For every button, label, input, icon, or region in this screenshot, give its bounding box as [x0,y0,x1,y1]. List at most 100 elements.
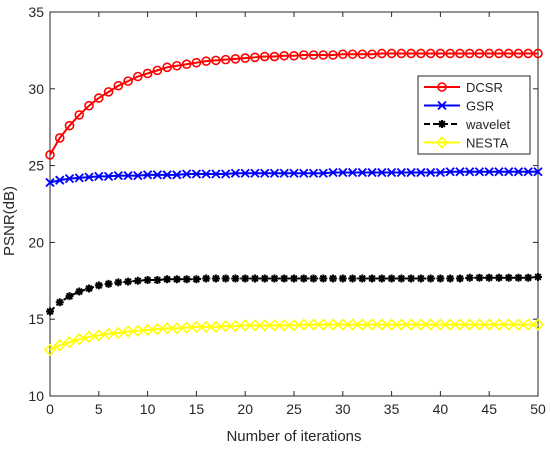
data-point-gsr [289,168,299,178]
data-point-dcsr [513,48,524,59]
data-point-gsr-shape [396,167,406,178]
data-point-wavelet [250,274,259,283]
data-point-wavelet-shape [94,281,103,290]
data-point-nesta [424,318,437,331]
legend-label-dcsr: DCSR [466,80,503,95]
data-point-dcsr-shape [367,49,377,60]
data-point-nesta-shape [297,318,310,331]
data-point-dcsr-shape [494,48,504,59]
data-point-gsr-shape [377,167,387,178]
data-point-gsr-shape [269,168,280,178]
data-point-wavelet [202,274,211,283]
data-point-nesta [326,318,340,331]
y-tick-label: 30 [28,81,44,97]
data-point-wavelet [241,274,250,283]
data-point-dcsr-shape [103,87,114,97]
data-point-gsr-shape [494,167,504,177]
data-point-nesta [463,318,476,331]
data-point-nesta [229,319,242,333]
data-point-dcsr [494,48,504,59]
data-point-nesta [444,318,457,331]
data-point-dcsr-shape [250,52,260,63]
data-point-nesta-shape [258,319,271,332]
data-point-dcsr [94,93,104,103]
data-point-nesta [190,320,203,334]
legend-marker-dcsr [437,82,447,92]
data-point-gsr-shape [152,170,162,180]
data-point-gsr-shape [504,167,514,177]
data-point-dcsr [220,54,231,65]
data-point-wavelet [465,273,474,282]
data-point-wavelet-shape [319,274,328,283]
data-point-dcsr-shape [240,53,250,63]
data-point-nesta [53,339,66,352]
data-point-gsr-shape [347,167,358,178]
data-point-nesta-shape [102,327,115,340]
plot-area: 0 5 10 15 20 25 30 35 40 45 50 10 15 20 25 30 35 [28,4,546,417]
data-point-gsr [45,177,55,188]
data-point-nesta-shape [473,318,486,331]
data-point-dcsr-shape [54,133,65,143]
data-point-nesta [112,326,125,340]
series-gsr [45,167,543,188]
data-point-gsr-shape [191,169,202,179]
data-point-nesta [131,324,144,337]
data-point-nesta [248,319,262,332]
data-point-wavelet [75,287,84,296]
data-point-nesta-shape [502,318,515,331]
data-point-nesta-shape [395,318,408,331]
data-point-gsr [269,168,280,178]
x-axis-label: Number of iterations [226,428,361,445]
data-point-gsr-shape [201,169,211,179]
data-point-dcsr-shape [474,48,485,59]
y-tick-label: 35 [28,4,44,20]
data-point-wavelet [143,276,152,285]
data-point-dcsr [386,48,397,59]
data-point-wavelet-shape [358,274,367,283]
data-point-wavelet-shape [534,272,542,281]
data-point-gsr-shape [299,168,309,178]
data-point-nesta [522,318,535,331]
data-point-nesta-shape [375,318,388,331]
data-point-nesta [531,318,545,331]
data-point-gsr [377,167,387,178]
data-point-gsr-shape [435,167,446,178]
data-point-gsr-shape [133,170,143,181]
data-point-gsr [474,167,485,177]
data-point-nesta [219,319,232,333]
data-point-wavelet-shape [407,274,416,283]
data-point-gsr-shape [123,170,133,181]
legend-marker-nesta [435,136,449,149]
data-point-wavelet [446,274,455,283]
data-point-gsr [455,167,465,177]
data-point-dcsr [406,48,416,59]
data-point-dcsr-shape [328,50,338,60]
data-point-wavelet-shape [416,274,425,283]
data-point-wavelet-shape [309,274,318,283]
x-tick-label: 15 [189,401,205,417]
data-point-gsr [64,174,75,184]
data-point-dcsr-shape [289,50,299,61]
data-point-dcsr [318,50,329,60]
data-point-gsr [211,169,221,179]
series-nesta [43,318,545,357]
data-point-gsr-shape [289,168,299,178]
data-point-dcsr-shape [464,48,475,59]
data-point-wavelet-shape [46,307,54,316]
data-point-nesta-shape [209,320,223,334]
data-point-wavelet [114,278,123,287]
data-point-wavelet [426,274,435,283]
data-point-dcsr-shape [181,59,192,70]
data-point-dcsr [377,48,387,59]
data-point-nesta [239,319,252,332]
data-point-nesta [82,330,96,343]
legend-item-dcsr: DCSR [424,80,503,95]
data-point-nesta-shape [278,319,291,332]
data-point-dcsr-shape [123,76,133,86]
data-point-gsr [84,172,94,182]
legend-item-wavelet: wavelet [424,117,510,132]
data-point-nesta-shape [131,324,144,337]
data-point-nesta-shape [121,325,135,338]
data-point-gsr [367,167,377,178]
data-point-nesta-shape [453,318,467,331]
